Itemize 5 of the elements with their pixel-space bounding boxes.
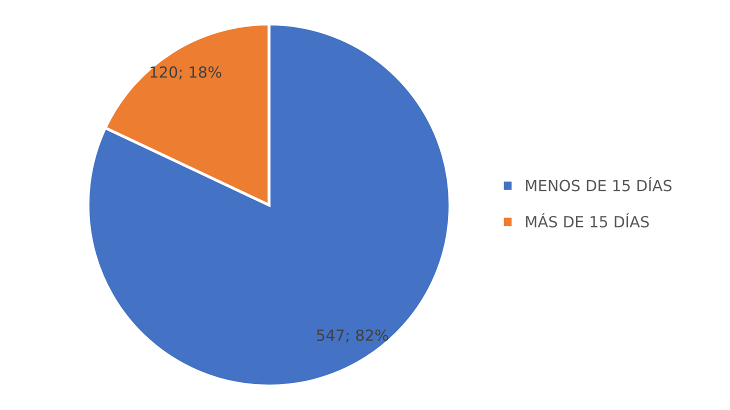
pie-slice xyxy=(86,22,452,388)
legend-label: MENOS DE 15 DÍAS xyxy=(526,176,672,192)
data-label: 120; 18% xyxy=(150,66,222,80)
data-label: 547; 82% xyxy=(317,329,388,343)
legend-label: MÁS DE 15 DÍAS xyxy=(526,213,649,228)
